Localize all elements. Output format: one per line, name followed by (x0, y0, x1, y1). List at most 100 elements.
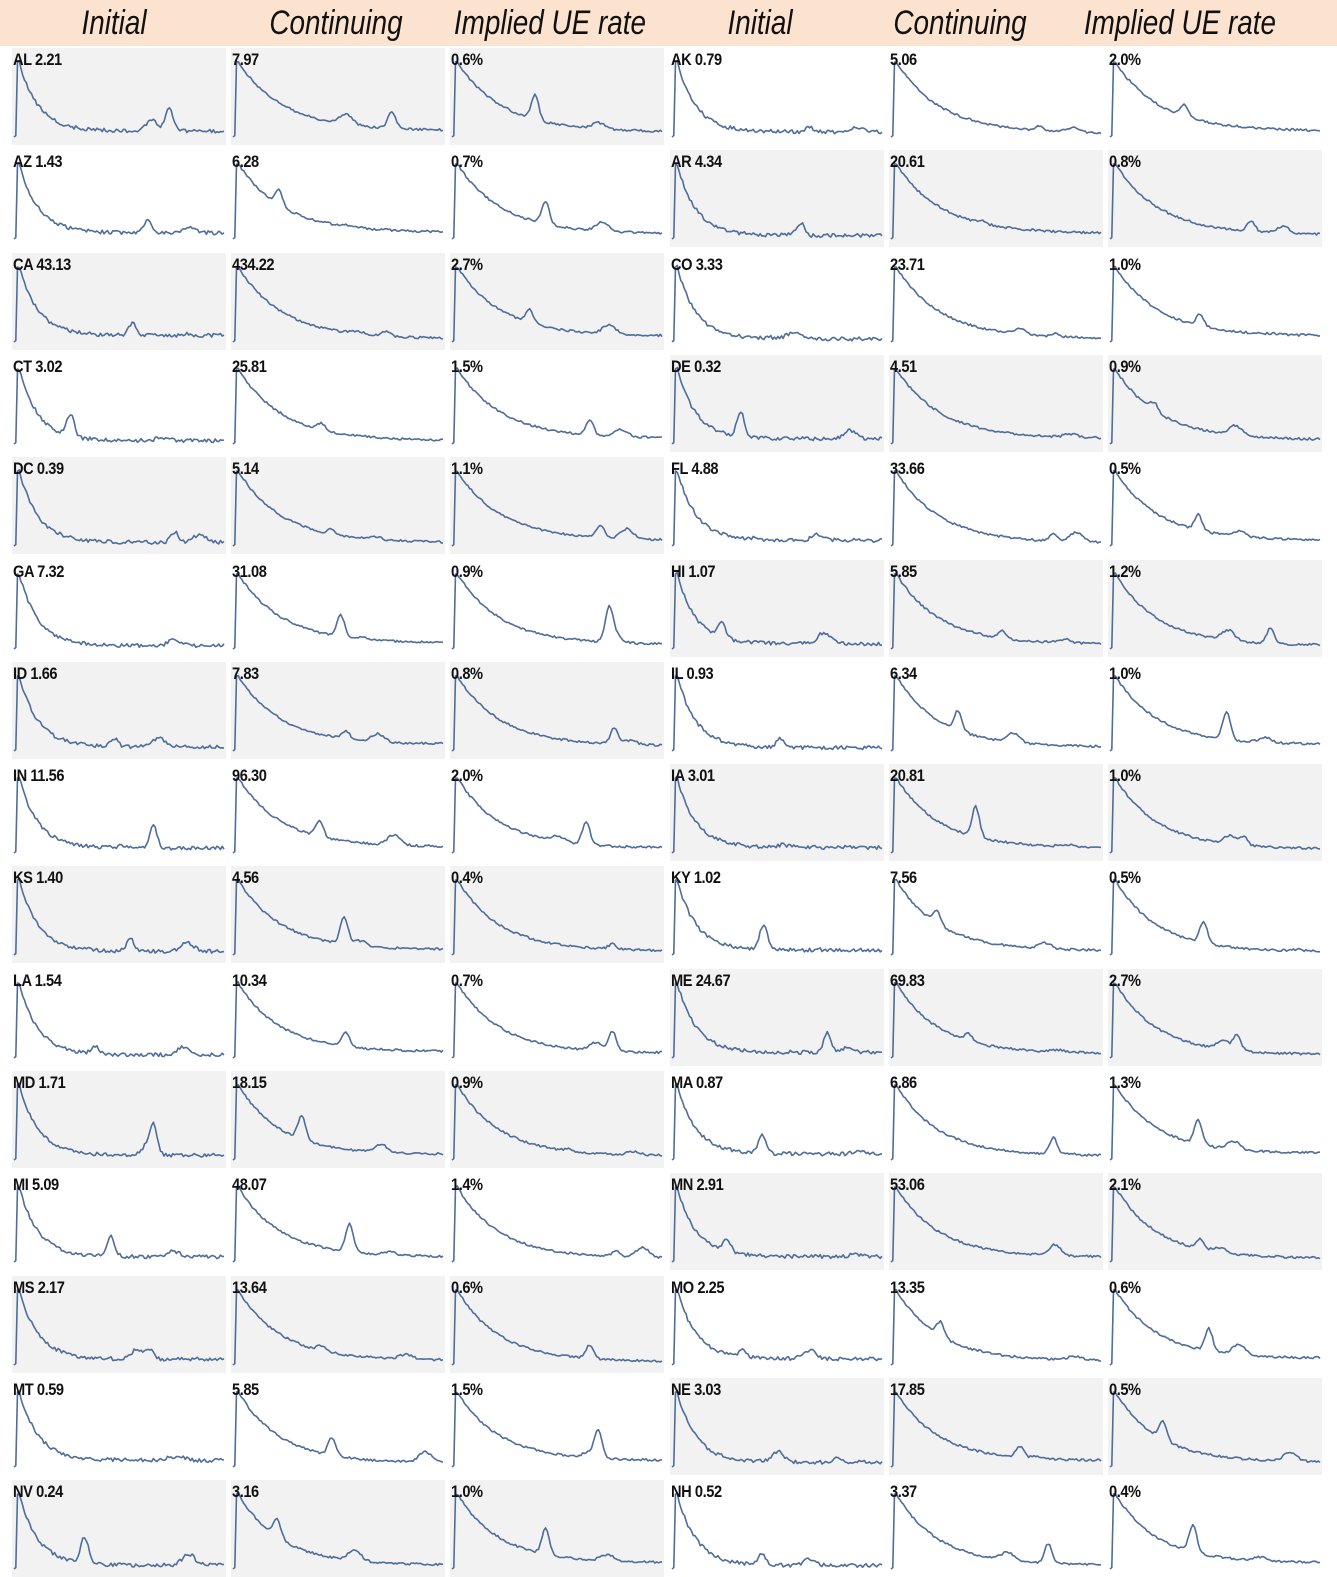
initial-value: 1.71 (38, 1073, 66, 1092)
state-code: MI (13, 1175, 29, 1195)
sparkline-svg (890, 163, 1102, 240)
initial-value: 2.17 (37, 1277, 65, 1297)
sparkline-svg (13, 368, 225, 445)
label-ky-rate: 0.5% (1109, 868, 1141, 888)
series-line-ne-rate (1109, 1391, 1321, 1468)
sparkline-svg (671, 1186, 883, 1263)
series-line-mi-initial (13, 1186, 225, 1263)
label-ma-rate: 1.3% (1109, 1073, 1141, 1092)
label-az-initial: AZ 1.43 (13, 152, 62, 172)
sparkline-al-rate: 0.6% (450, 48, 664, 145)
label-md-rate: 0.9% (451, 1073, 483, 1092)
series-line-in-continuing (232, 777, 444, 854)
sparkline-me-continuing: 69.83 (889, 968, 1103, 1066)
label-ks-rate: 0.4% (451, 868, 483, 888)
series-line-fl-initial (671, 470, 883, 547)
label-dc-continuing: 5.14 (232, 459, 259, 479)
initial-value: 0.39 (36, 459, 64, 479)
initial-value: 3.33 (695, 254, 723, 274)
label-mo-rate: 0.6% (1109, 1277, 1141, 1297)
state-code: CT (13, 356, 32, 376)
series-line-ar-initial (671, 163, 883, 240)
label-id-continuing: 7.83 (232, 663, 259, 683)
sparkline-svg (451, 367, 663, 445)
sparkline-de-continuing: 4.51 (889, 354, 1103, 452)
label-az-continuing: 6.28 (232, 152, 259, 172)
label-ar-initial: AR 4.34 (671, 152, 722, 172)
sparkline-svg (451, 777, 663, 854)
label-co-initial: CO 3.33 (671, 254, 723, 275)
state-code: MN (671, 1175, 693, 1195)
sparkline-svg (671, 163, 883, 240)
sparkline-az-rate: 0.7% (450, 150, 664, 247)
sparkline-svg (671, 470, 883, 547)
state-code: KY (671, 868, 691, 888)
label-mn-rate: 2.1% (1109, 1175, 1141, 1195)
sparkline-ms-initial: MS 2.17 (12, 1275, 226, 1373)
sparkline-svg (232, 265, 444, 343)
sparkline-ga-initial: GA 7.32 (12, 560, 226, 657)
series-line-al-continuing (232, 60, 444, 138)
label-ga-rate: 0.9% (451, 561, 483, 581)
sparkline-svg (1109, 469, 1321, 547)
sparkline-svg (890, 1084, 1102, 1161)
label-ne-initial: NE 3.03 (671, 1380, 721, 1400)
state-code: NV (13, 1482, 33, 1502)
sparkline-nv-initial: NV 0.24 (12, 1480, 226, 1577)
label-ct-rate: 1.5% (451, 356, 483, 376)
sparkline-ga-continuing: 31.08 (231, 560, 445, 657)
state-code: DE (671, 356, 691, 376)
sparkline-svg (1109, 571, 1321, 650)
series-line-mn-rate (1109, 1186, 1321, 1263)
sparkline-ky-continuing: 7.56 (889, 866, 1103, 963)
state-code: IL (671, 663, 683, 683)
sparkline-svg (890, 777, 1102, 854)
series-line-fl-continuing (890, 469, 1102, 547)
sparkline-ne-rate: 0.5% (1108, 1377, 1322, 1475)
sparkline-dc-initial: DC 0.39 (12, 457, 226, 555)
series-line-hi-continuing (890, 572, 1102, 650)
sparkline-ak-initial: AK 0.79 (670, 48, 884, 145)
initial-value: 4.88 (691, 459, 719, 479)
series-line-de-rate (1109, 368, 1321, 445)
series-line-de-initial (671, 366, 883, 445)
series-line-la-initial (13, 981, 225, 1059)
series-line-nv-initial (13, 1493, 225, 1570)
label-ct-initial: CT 3.02 (13, 357, 62, 377)
sparkline-svg (232, 163, 444, 240)
series-line-ar-continuing (890, 163, 1102, 240)
series-line-ma-rate (1109, 1084, 1321, 1161)
series-line-la-continuing (232, 980, 444, 1059)
series-line-il-initial (671, 674, 883, 752)
label-ky-continuing: 7.56 (890, 868, 917, 888)
sparkline-ak-rate: 2.0% (1108, 48, 1322, 145)
series-line-mt-continuing (232, 1390, 444, 1468)
sparkline-svg (1109, 1288, 1321, 1366)
series-line-co-continuing (890, 265, 1102, 343)
sparkline-svg (890, 980, 1102, 1059)
series-line-hi-initial (671, 571, 883, 650)
sparkline-fl-rate: 0.5% (1108, 457, 1322, 554)
label-al-continuing: 7.97 (232, 50, 259, 69)
series-line-ga-rate (451, 572, 663, 650)
sparkline-la-rate: 0.7% (450, 969, 664, 1066)
label-in-initial: IN 11.56 (13, 766, 64, 786)
state-code: CA (13, 254, 33, 274)
sparkline-svg (451, 1493, 663, 1570)
sparkline-id-rate: 0.8% (450, 661, 664, 759)
sparkline-il-continuing: 6.34 (889, 662, 1103, 759)
sparkline-svg (232, 367, 444, 445)
sparkline-svg (890, 469, 1102, 547)
sparkline-mn-initial: MN 2.91 (670, 1173, 884, 1271)
state-code: IN (13, 766, 27, 786)
label-de-continuing: 4.51 (890, 356, 917, 376)
sparkline-ks-rate: 0.4% (450, 866, 664, 964)
sparkline-mt-rate: 1.5% (450, 1378, 664, 1475)
sparkline-ks-continuing: 4.56 (231, 866, 445, 964)
label-ct-continuing: 25.81 (232, 356, 267, 376)
sparkline-svg (232, 980, 444, 1059)
sparkline-svg (890, 265, 1102, 343)
label-dc-initial: DC 0.39 (13, 459, 64, 479)
series-line-nh-rate (1109, 1492, 1321, 1570)
sparkline-nv-continuing: 3.16 (231, 1480, 445, 1577)
